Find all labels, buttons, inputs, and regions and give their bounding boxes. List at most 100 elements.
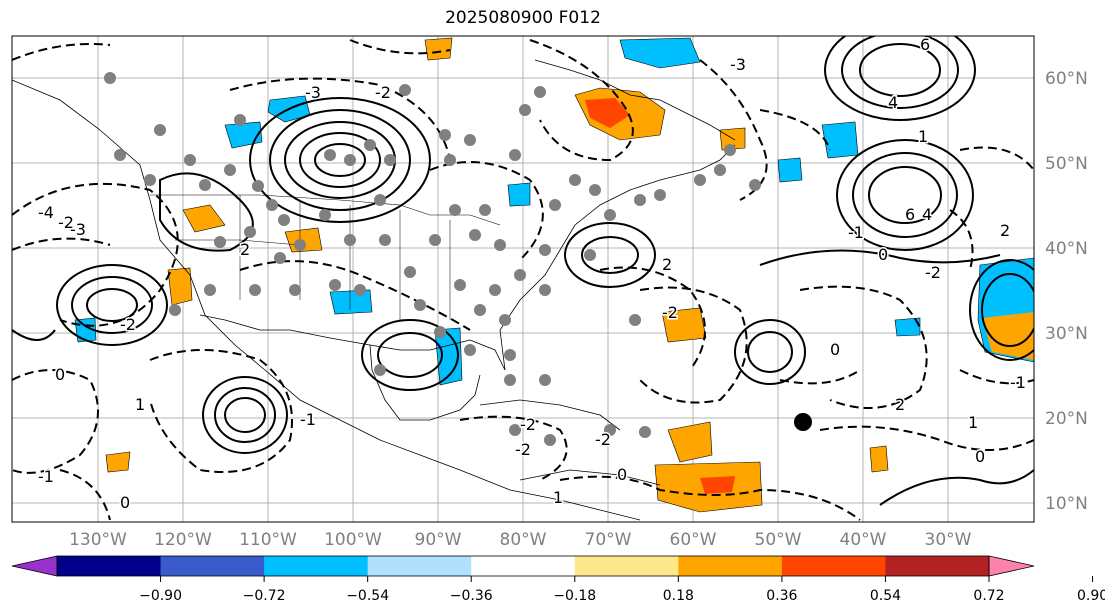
colorbar-tick-label: 0.72: [973, 588, 1004, 604]
contour-line: [377, 332, 443, 378]
contour-label: 4: [888, 93, 898, 112]
map-frame: [11, 35, 1035, 523]
gray-marker: [414, 299, 426, 311]
gray-marker: [324, 149, 336, 161]
lon-label: 120°W: [154, 530, 212, 550]
gray-marker: [534, 86, 546, 98]
contour-label: 0: [55, 365, 65, 384]
gray-marker: [474, 304, 486, 316]
coastline: [369, 344, 481, 421]
gray-marker: [204, 284, 216, 296]
contour-line: [599, 266, 706, 371]
gray-marker: [449, 204, 461, 216]
colorbar-extend-high: [988, 555, 1035, 577]
contour-label: -2: [515, 440, 531, 459]
lon-label: 70°W: [585, 530, 632, 550]
gray-marker: [274, 252, 286, 264]
gray-marker: [244, 226, 256, 238]
colorbar-cell: [264, 556, 369, 576]
contour-line: [12, 237, 111, 251]
gray-marker: [266, 199, 278, 211]
coastline: [519, 469, 661, 486]
colorbar-tick-label: −0.18: [553, 588, 596, 604]
gray-marker: [199, 179, 211, 191]
map-title: 2025080900 F012: [445, 8, 601, 28]
contour-line: [581, 236, 639, 274]
contour-line: [747, 331, 793, 373]
border: [150, 194, 501, 226]
gray-marker: [289, 284, 301, 296]
gray-marker: [604, 209, 616, 221]
shade-blob: [982, 312, 1034, 360]
contour-line: [249, 97, 431, 223]
gray-marker: [234, 114, 246, 126]
contour-label: 1: [553, 488, 563, 507]
contour-label: 0: [878, 245, 888, 264]
contour-line: [361, 319, 459, 391]
colorbar-tick-label: 0.54: [870, 588, 901, 604]
contour-line: [564, 222, 656, 288]
contour-line: [229, 77, 451, 161]
gray-marker: [639, 426, 651, 438]
gray-marker: [379, 234, 391, 246]
lat-label: 30°N: [1045, 324, 1088, 344]
colorbar-cell: [160, 556, 265, 576]
lon-label: 40°W: [840, 530, 887, 550]
contour-label: 0: [120, 493, 130, 512]
coastline: [499, 144, 736, 371]
contour-line: [759, 249, 1001, 266]
latitude-axis: 60°N 50°N 40°N 30°N 20°N 10°N: [1045, 69, 1088, 514]
gray-marker: [374, 194, 386, 206]
contour-label: 2: [1000, 221, 1010, 240]
gray-marker: [354, 284, 366, 296]
map-content: -3-2-4-3 -22-11-20-36414602-1-20-1120-2-2…: [12, 35, 1034, 522]
gray-marker: [549, 199, 561, 211]
contour-label: 0: [617, 465, 627, 484]
contour-label: -3: [305, 83, 321, 102]
contour-label: -2: [120, 315, 136, 334]
coastline: [479, 399, 621, 431]
gray-marker: [544, 434, 556, 446]
colorbar-cell: [367, 556, 472, 576]
contour-label: -1: [1010, 373, 1026, 392]
gray-marker: [629, 314, 641, 326]
contour-line: [824, 36, 976, 121]
gray-marker: [654, 189, 666, 201]
colorbar-cell: [678, 556, 783, 576]
gray-marker: [104, 72, 116, 84]
gray-marker: [504, 374, 516, 386]
contour-line: [429, 161, 544, 261]
contour-line: [299, 132, 381, 188]
colorbar-cell: [574, 556, 679, 576]
contour-label: 6: [920, 35, 930, 54]
shade-blob: [777, 157, 803, 183]
contour-line: [224, 397, 266, 433]
shade-blob: [821, 121, 859, 159]
gray-marker: [584, 249, 596, 261]
contour-line: [819, 425, 1034, 451]
contour-label: 4: [922, 205, 932, 224]
gray-marker: [144, 174, 156, 186]
gray-marker: [214, 236, 226, 248]
contour-line: [314, 143, 366, 177]
gray-marker: [489, 284, 501, 296]
shade-blob: [700, 476, 735, 494]
colorbar-extend-low: [11, 555, 58, 577]
contour-label: -1: [848, 223, 864, 242]
black-marker: [794, 413, 812, 431]
gray-marker: [294, 239, 306, 251]
contour-line: [959, 146, 1034, 171]
gray-marker: [509, 424, 521, 436]
shade-blob: [424, 37, 453, 61]
gray-marker: [184, 154, 196, 166]
gray-marker: [344, 154, 356, 166]
contour-line: [639, 286, 748, 404]
contour-line: [841, 36, 959, 109]
gray-marker: [494, 239, 506, 251]
colorbar-tick-label: −0.54: [346, 588, 389, 604]
contour-labels: -3-2-4-3 -22-11-20-36414602-1-20-1120-2-2…: [37, 35, 1028, 514]
contour-line: [269, 109, 411, 211]
gray-marker: [364, 139, 376, 151]
gray-marker: [604, 424, 616, 436]
coastline: [534, 59, 736, 141]
